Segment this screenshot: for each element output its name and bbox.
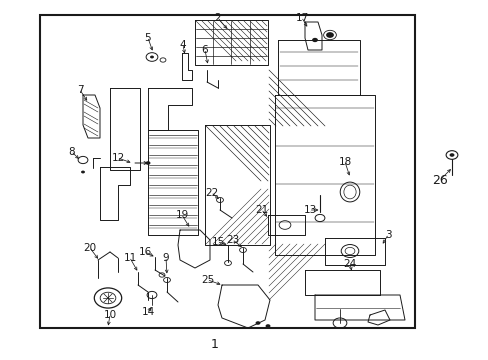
Text: 7: 7 xyxy=(77,85,83,95)
Text: 14: 14 xyxy=(141,307,154,317)
Text: 11: 11 xyxy=(123,253,136,263)
Text: 18: 18 xyxy=(338,157,351,167)
Circle shape xyxy=(150,55,154,58)
Text: 4: 4 xyxy=(179,40,186,50)
Circle shape xyxy=(265,324,270,328)
Circle shape xyxy=(325,32,333,38)
Text: 12: 12 xyxy=(111,153,124,163)
Circle shape xyxy=(255,321,260,325)
Text: 22: 22 xyxy=(205,188,218,198)
Text: 2: 2 xyxy=(214,13,221,23)
Text: 5: 5 xyxy=(144,33,151,43)
Text: 25: 25 xyxy=(201,275,214,285)
Text: 13: 13 xyxy=(303,205,316,215)
Text: 8: 8 xyxy=(68,147,75,157)
Circle shape xyxy=(145,161,150,165)
Text: 16: 16 xyxy=(138,247,151,257)
Circle shape xyxy=(81,171,85,174)
Text: 21: 21 xyxy=(255,205,268,215)
Text: 6: 6 xyxy=(201,45,208,55)
Text: 26: 26 xyxy=(431,174,447,186)
Circle shape xyxy=(448,153,453,157)
Text: 10: 10 xyxy=(103,310,116,320)
Text: 17: 17 xyxy=(295,13,308,23)
Text: 15: 15 xyxy=(211,237,224,247)
Text: 1: 1 xyxy=(211,338,219,351)
Text: 20: 20 xyxy=(83,243,96,253)
Bar xyxy=(40,15,414,328)
Text: 24: 24 xyxy=(343,259,356,269)
Circle shape xyxy=(311,38,317,42)
Text: 23: 23 xyxy=(226,235,239,245)
Text: 3: 3 xyxy=(384,230,390,240)
Text: 9: 9 xyxy=(163,253,169,263)
Text: 19: 19 xyxy=(175,210,188,220)
